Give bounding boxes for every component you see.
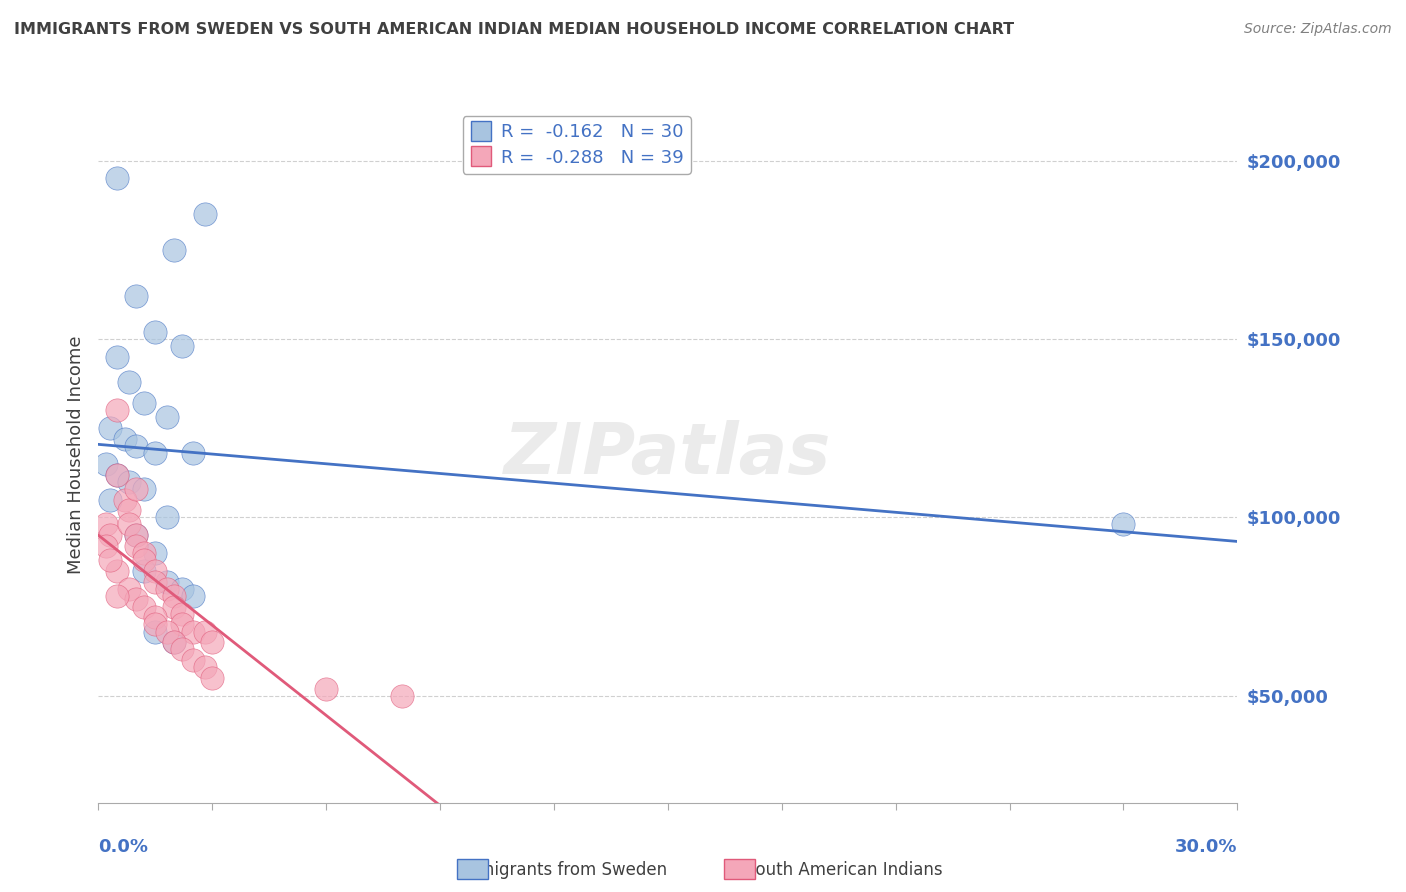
Point bbox=[145, 617, 167, 632]
Point bbox=[201, 671, 224, 685]
Point bbox=[170, 607, 193, 621]
Point bbox=[163, 635, 186, 649]
Point bbox=[107, 171, 129, 186]
Point bbox=[107, 467, 129, 482]
Point bbox=[145, 624, 167, 639]
Point bbox=[125, 592, 148, 607]
Point bbox=[170, 339, 193, 353]
Point bbox=[156, 510, 179, 524]
Point bbox=[125, 439, 148, 453]
Point bbox=[107, 467, 129, 482]
Point bbox=[107, 564, 129, 578]
Point bbox=[145, 325, 167, 339]
Point bbox=[132, 553, 155, 567]
Point bbox=[201, 635, 224, 649]
Point bbox=[125, 482, 148, 496]
Point bbox=[114, 432, 136, 446]
Legend: R =  -0.162   N = 30, R =  -0.288   N = 39: R = -0.162 N = 30, R = -0.288 N = 39 bbox=[463, 116, 690, 174]
Text: ZIPatlas: ZIPatlas bbox=[505, 420, 831, 490]
Point bbox=[94, 517, 117, 532]
Point bbox=[156, 582, 179, 596]
Point bbox=[107, 589, 129, 603]
Y-axis label: Median Household Income: Median Household Income bbox=[66, 335, 84, 574]
Point bbox=[156, 574, 179, 589]
Point bbox=[170, 582, 193, 596]
Point bbox=[163, 635, 186, 649]
Point bbox=[132, 599, 155, 614]
Text: Immigrants from Sweden: Immigrants from Sweden bbox=[457, 861, 668, 879]
Point bbox=[118, 582, 141, 596]
Point bbox=[194, 207, 217, 221]
Point bbox=[183, 446, 205, 460]
Point bbox=[170, 642, 193, 657]
Point bbox=[170, 617, 193, 632]
Text: South American Indians: South American Indians bbox=[745, 861, 942, 879]
Point bbox=[98, 492, 121, 507]
Point bbox=[125, 539, 148, 553]
Point bbox=[125, 289, 148, 303]
Point bbox=[156, 624, 179, 639]
Point bbox=[315, 681, 337, 696]
Point bbox=[118, 517, 141, 532]
Point bbox=[163, 589, 186, 603]
Point bbox=[183, 624, 205, 639]
Point bbox=[98, 528, 121, 542]
Point bbox=[94, 539, 117, 553]
Point bbox=[391, 689, 413, 703]
Text: Source: ZipAtlas.com: Source: ZipAtlas.com bbox=[1244, 22, 1392, 37]
Point bbox=[125, 528, 148, 542]
Point bbox=[107, 403, 129, 417]
Point bbox=[107, 350, 129, 364]
Point bbox=[114, 492, 136, 507]
Point bbox=[145, 574, 167, 589]
Point bbox=[156, 410, 179, 425]
Point bbox=[132, 546, 155, 560]
Point bbox=[145, 446, 167, 460]
Point bbox=[125, 528, 148, 542]
Text: 0.0%: 0.0% bbox=[98, 838, 149, 855]
Point bbox=[132, 564, 155, 578]
Point bbox=[132, 482, 155, 496]
Point bbox=[98, 421, 121, 435]
Point bbox=[163, 243, 186, 257]
Text: IMMIGRANTS FROM SWEDEN VS SOUTH AMERICAN INDIAN MEDIAN HOUSEHOLD INCOME CORRELAT: IMMIGRANTS FROM SWEDEN VS SOUTH AMERICAN… bbox=[14, 22, 1014, 37]
Point bbox=[118, 375, 141, 389]
Point bbox=[183, 589, 205, 603]
Point bbox=[118, 503, 141, 517]
Point bbox=[145, 610, 167, 624]
Point bbox=[1112, 517, 1135, 532]
Point bbox=[145, 564, 167, 578]
Point bbox=[145, 546, 167, 560]
Point bbox=[194, 624, 217, 639]
Point bbox=[94, 457, 117, 471]
Point bbox=[183, 653, 205, 667]
Point bbox=[98, 553, 121, 567]
Point bbox=[163, 599, 186, 614]
Text: 30.0%: 30.0% bbox=[1175, 838, 1237, 855]
Point bbox=[194, 660, 217, 674]
Point bbox=[132, 396, 155, 410]
Point bbox=[118, 475, 141, 489]
